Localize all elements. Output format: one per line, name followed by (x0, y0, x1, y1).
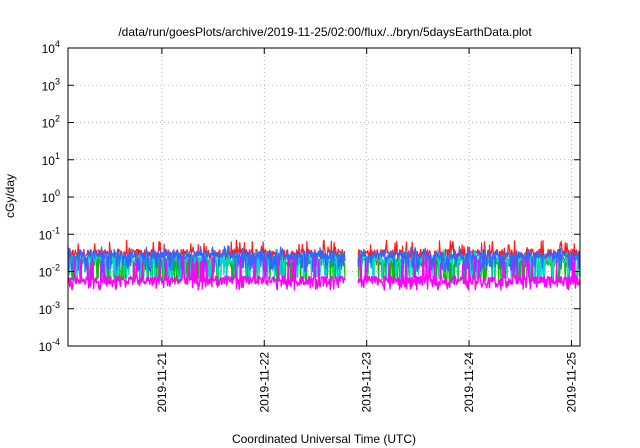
y-tick-label: 100 (42, 188, 60, 205)
series-line (67, 256, 581, 291)
chart-title: /data/run/goesPlots/archive/2019-11-25/0… (118, 25, 532, 39)
y-tick-label: 101 (42, 151, 60, 168)
grid (68, 48, 580, 346)
y-tick-label: 10-4 (39, 337, 60, 354)
x-tick-label: 2019-11-23 (360, 352, 374, 413)
y-tick-label: 102 (42, 114, 60, 131)
y-tick-label: 104 (42, 39, 60, 56)
y-tick-label: 10-2 (39, 263, 60, 280)
x-tick-label: 2019-11-24 (462, 352, 476, 413)
x-tick-label: 2019-11-25 (564, 352, 578, 413)
x-tick-label: 2019-11-22 (257, 352, 271, 413)
x-axis-label: Coordinated Universal Time (UTC) (232, 432, 416, 446)
y-tick-label: 10-3 (39, 300, 60, 317)
y-tick-label: 10-1 (39, 225, 60, 242)
plot-frame (67, 47, 581, 347)
axes (67, 47, 581, 347)
tick-labels: 10-4 10-3 10-2 10-1 100 101 102 103 104 2019-11-2… (39, 39, 579, 413)
data-series (67, 239, 581, 291)
y-tick-label: 103 (42, 76, 60, 93)
series-line (67, 245, 581, 273)
x-tick-label: 2019-11-21 (155, 352, 169, 413)
y-axis-label: cGy/day (3, 174, 17, 218)
